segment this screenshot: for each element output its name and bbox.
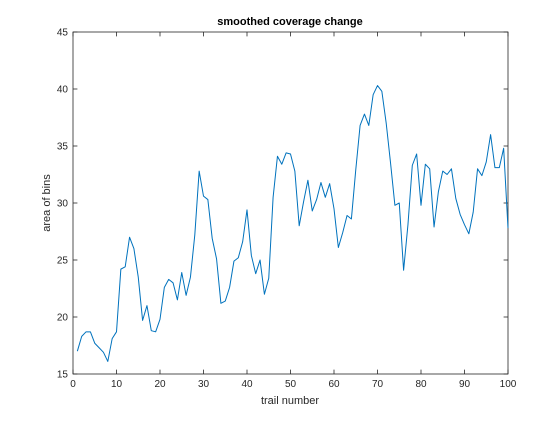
x-tick-label: 80 [415, 379, 427, 390]
y-tick-label: 15 [57, 370, 69, 381]
x-tick-label: 40 [241, 379, 253, 390]
axis-ticks: 0 10 20 30 40 50 60 70 80 90 100 15 20 25 30 35 40 45 [57, 28, 517, 391]
x-tick-label: 30 [198, 379, 210, 390]
y-tick-label: 20 [57, 313, 69, 324]
x-tick-label: 100 [500, 379, 517, 390]
x-tick-label: 70 [372, 379, 384, 390]
chart-title: smoothed coverage change [217, 16, 363, 28]
x-axis-label: trail number [261, 395, 319, 407]
x-tick-label: 50 [285, 379, 297, 390]
y-tick-label: 45 [57, 28, 69, 39]
x-tick-label: 20 [154, 379, 166, 390]
x-tick-label: 10 [111, 379, 123, 390]
y-tick-label: 35 [57, 142, 69, 153]
x-tick-label: 60 [328, 379, 340, 390]
y-tick-label: 40 [57, 85, 69, 96]
x-tick-label: 90 [459, 379, 471, 390]
plot-area [72, 31, 509, 375]
x-tick-label: 0 [70, 379, 76, 390]
series-layer [76, 85, 509, 362]
y-tick-label: 30 [57, 199, 69, 210]
y-tick-label: 25 [57, 256, 69, 267]
y-axis-label: area of bins [41, 174, 53, 232]
series-line-1 [76, 85, 509, 362]
